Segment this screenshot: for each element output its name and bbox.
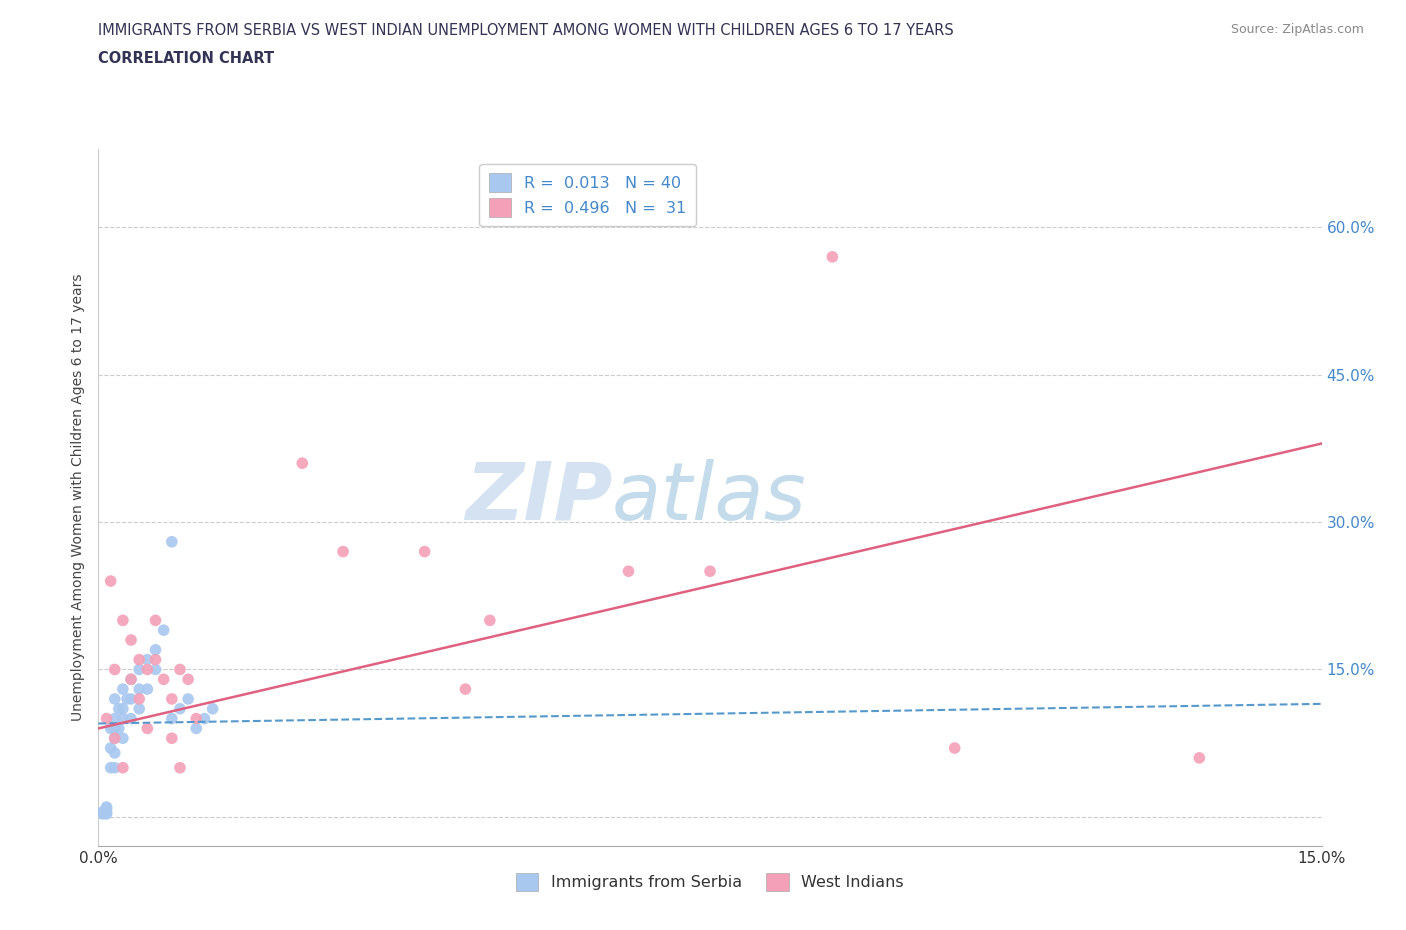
Point — [177, 692, 200, 707]
Point — [291, 456, 314, 471]
Point — [128, 662, 150, 677]
Point — [100, 740, 122, 755]
Point — [100, 574, 122, 589]
Point — [145, 613, 167, 628]
Point — [821, 249, 844, 264]
Point — [96, 804, 118, 819]
Point — [186, 711, 208, 726]
Point — [160, 692, 183, 707]
Point — [120, 711, 142, 726]
Point — [96, 711, 118, 726]
Point — [128, 701, 150, 716]
Point — [104, 721, 127, 736]
Point — [177, 671, 200, 686]
Point — [91, 804, 114, 819]
Point — [193, 711, 215, 726]
Point — [169, 701, 191, 716]
Point — [145, 652, 167, 667]
Point — [120, 671, 142, 686]
Point — [699, 564, 721, 578]
Point — [152, 671, 174, 686]
Point — [128, 692, 150, 707]
Legend: Immigrants from Serbia, West Indians: Immigrants from Serbia, West Indians — [509, 867, 911, 897]
Point — [478, 613, 501, 628]
Point — [128, 682, 150, 697]
Point — [136, 682, 159, 697]
Point — [104, 760, 127, 775]
Text: CORRELATION CHART: CORRELATION CHART — [98, 51, 274, 66]
Point — [413, 544, 436, 559]
Point — [169, 662, 191, 677]
Point — [201, 701, 224, 716]
Point — [111, 682, 134, 697]
Point — [96, 802, 118, 817]
Point — [104, 731, 127, 746]
Point — [108, 701, 131, 716]
Point — [96, 806, 118, 821]
Text: IMMIGRANTS FROM SERBIA VS WEST INDIAN UNEMPLOYMENT AMONG WOMEN WITH CHILDREN AGE: IMMIGRANTS FROM SERBIA VS WEST INDIAN UN… — [98, 23, 955, 38]
Point — [120, 632, 142, 647]
Point — [104, 662, 127, 677]
Point — [111, 711, 134, 726]
Point — [115, 692, 138, 707]
Point — [136, 662, 159, 677]
Point — [120, 692, 142, 707]
Point — [104, 746, 127, 761]
Point — [100, 760, 122, 775]
Point — [145, 662, 167, 677]
Point — [943, 740, 966, 755]
Point — [136, 721, 159, 736]
Point — [111, 613, 134, 628]
Point — [136, 652, 159, 667]
Y-axis label: Unemployment Among Women with Children Ages 6 to 17 years: Unemployment Among Women with Children A… — [70, 273, 84, 722]
Point — [152, 623, 174, 638]
Point — [104, 692, 127, 707]
Point — [128, 652, 150, 667]
Point — [111, 731, 134, 746]
Point — [96, 800, 118, 815]
Point — [1188, 751, 1211, 765]
Point — [111, 760, 134, 775]
Point — [104, 731, 127, 746]
Point — [186, 721, 208, 736]
Point — [120, 671, 142, 686]
Point — [169, 760, 191, 775]
Point — [617, 564, 640, 578]
Text: Source: ZipAtlas.com: Source: ZipAtlas.com — [1230, 23, 1364, 36]
Point — [100, 721, 122, 736]
Point — [108, 721, 131, 736]
Point — [454, 682, 477, 697]
Point — [111, 701, 134, 716]
Point — [91, 806, 114, 821]
Point — [160, 731, 183, 746]
Point — [145, 643, 167, 658]
Text: atlas: atlas — [612, 458, 807, 537]
Point — [160, 711, 183, 726]
Text: ZIP: ZIP — [465, 458, 612, 537]
Point — [160, 535, 183, 550]
Point — [104, 711, 127, 726]
Point — [332, 544, 354, 559]
